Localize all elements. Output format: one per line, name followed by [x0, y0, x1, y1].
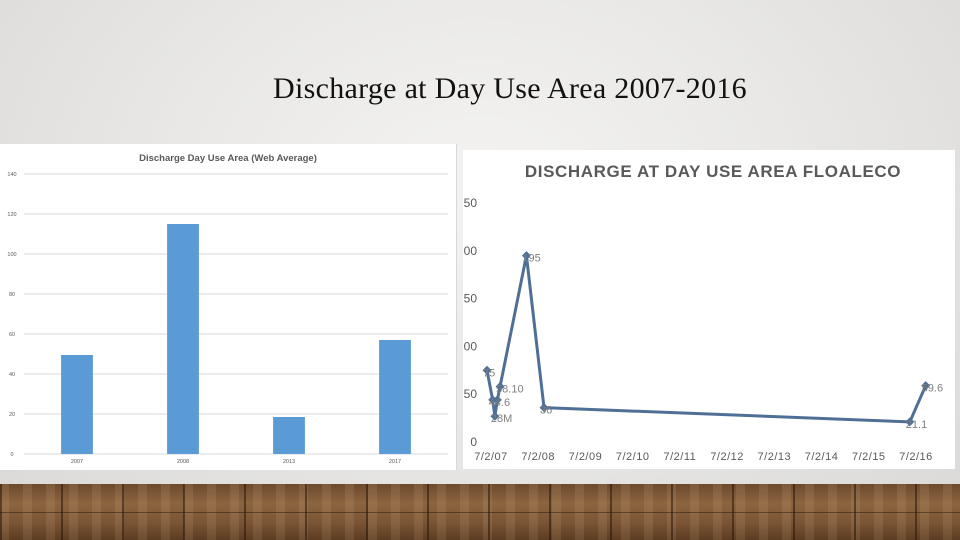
line-point-marker [492, 395, 502, 405]
bar-y-tick-label: 20 [9, 412, 15, 418]
line-chart-title: DISCHARGE AT DAY USE AREA FLOALECO [525, 162, 901, 181]
bar-x-tick-label: 2013 [283, 459, 295, 465]
line-x-tick-label: 7/2/10 [616, 451, 650, 463]
bar-y-tick-label: 0 [10, 452, 13, 458]
line-point-marker [921, 381, 931, 391]
line-y-tick-label: 150 [463, 292, 477, 306]
bar-y-tick-label: 80 [9, 292, 15, 298]
line-point-marker [521, 251, 531, 261]
line-data-label: 58.10 [496, 384, 524, 396]
bar-chart-panel: Discharge Day Use Area (Web Average) 0 20… [0, 144, 457, 470]
line-data-label: 195 [522, 253, 540, 265]
line-chart: DISCHARGE AT DAY USE AREA FLOALECO 0 50 10… [457, 162, 943, 463]
line-data-label: 75 [483, 367, 495, 379]
line-data-label: 44.6 [489, 397, 510, 409]
bar-x-tick-label: 2007 [71, 459, 83, 465]
bar-2017 [379, 340, 411, 454]
line-series-path [485, 254, 928, 424]
bar-x-tick-label: 2008 [177, 459, 189, 465]
line-x-tick-label: 7/2/15 [852, 451, 886, 463]
line-point-marker [495, 382, 505, 392]
line-chart-panel: DISCHARGE AT DAY USE AREA FLOALECO 0 50 10… [457, 150, 955, 469]
line-y-tick-label: 100 [463, 339, 477, 353]
line-y-tick-label: 200 [463, 244, 477, 258]
line-point-marker [539, 403, 549, 413]
bar-y-tick-label: 140 [7, 172, 16, 178]
line-x-tick-label: 7/2/08 [521, 451, 555, 463]
bar-2008 [167, 224, 199, 454]
bar-y-tick-label: 120 [7, 212, 16, 218]
line-x-tick-label: 7/2/11 [663, 451, 696, 463]
bar-y-tick-label: 100 [7, 252, 16, 258]
line-point-marker [482, 365, 492, 375]
line-x-tick-label: 7/2/16 [899, 451, 933, 463]
line-x-tick-label: 7/2/14 [805, 451, 839, 463]
floor-seam [0, 512, 960, 513]
line-x-tick-label: 7/2/09 [569, 451, 603, 463]
line-point-marker [488, 395, 498, 405]
bar-x-tick-label: 2017 [389, 459, 401, 465]
line-y-tick-label: 0 [470, 435, 477, 449]
line-data-label: 36 [540, 405, 552, 417]
line-data-label: 21.1 [906, 419, 927, 431]
bar-chart-title: Discharge Day Use Area (Web Average) [139, 153, 317, 164]
line-x-tick-label: 7/2/13 [758, 451, 792, 463]
line-y-tick-label: 250 [463, 196, 477, 210]
bar-y-tick-label: 60 [9, 332, 15, 338]
line-y-tick-label: 50 [464, 387, 478, 401]
line-point-marker [490, 411, 500, 421]
bar-y-tick-label: 40 [9, 372, 15, 378]
line-x-tick-label: 7/2/12 [710, 451, 744, 463]
line-data-label: 28M [491, 413, 512, 425]
bar-2013 [273, 417, 305, 454]
line-x-tick-label: 7/2/07 [474, 451, 508, 463]
bar-2007 [61, 355, 93, 454]
bar-chart: Discharge Day Use Area (Web Average) 0 20… [7, 153, 448, 465]
line-data-label: 59.6 [922, 383, 943, 395]
line-point-marker [905, 417, 915, 427]
slide-title: Discharge at Day Use Area 2007-2016 [273, 72, 747, 105]
